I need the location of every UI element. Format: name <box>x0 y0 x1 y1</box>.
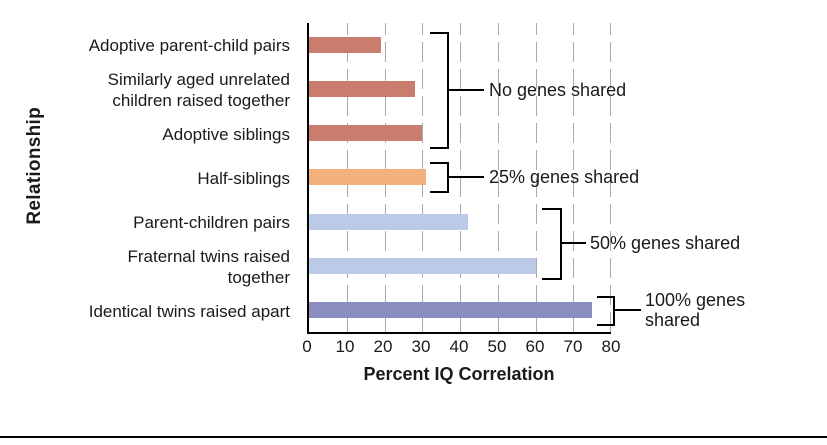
annotation-50-genes-shared: 50% genes shared <box>590 233 741 253</box>
bar-row <box>309 155 611 199</box>
x-tick-70: 70 <box>563 337 583 356</box>
bar-adoptive-parent-child-pairs <box>309 37 381 54</box>
category-label-similarly-aged-unrelated-children: Similarly aged unrelated children raised… <box>107 69 290 110</box>
bar-row <box>309 200 611 244</box>
x-tick-30: 30 <box>411 337 431 356</box>
bracket-no-genes-shared <box>430 32 449 149</box>
category-label-adoptive-siblings: Adoptive siblings <box>162 124 290 144</box>
gridline-60 <box>535 23 537 332</box>
bar-half-siblings <box>309 169 427 186</box>
x-tick-40: 40 <box>449 337 469 356</box>
x-tick-20: 20 <box>373 337 393 356</box>
category-label-fraternal-twins-raised-together: Fraternal twins raised together <box>127 247 290 288</box>
bar-parent-children-pairs <box>309 213 468 230</box>
category-label-identical-twins-raised-apart: Identical twins raised apart <box>88 302 290 322</box>
bracket-100-genes-shared <box>597 296 615 326</box>
bar-fraternal-twins-raised-together <box>309 257 536 274</box>
bar-similarly-aged-unrelated-children <box>309 81 415 98</box>
bracket-50-genes-shared <box>542 208 562 280</box>
category-label-adoptive-parent-child-pairs: Adoptive parent-child pairs <box>88 35 290 55</box>
bar-identical-twins-raised-apart <box>309 301 593 318</box>
category-label-half-siblings: Half-siblings <box>197 168 290 188</box>
x-tick-80: 80 <box>601 337 621 356</box>
bar-row <box>309 23 611 67</box>
bar-rows <box>309 23 611 332</box>
annotation-no-genes-shared: No genes shared <box>489 80 627 100</box>
gridline-70 <box>573 23 575 332</box>
x-axis-tick-labels: 0 10 20 30 40 50 60 70 80 <box>302 337 620 357</box>
bar-adoptive-siblings <box>309 125 423 142</box>
bracket-connector-no-genes-shared <box>449 89 484 91</box>
annotation-100-genes-shared: 100% genes shared <box>645 290 746 330</box>
bar-row <box>309 288 611 332</box>
bar-row <box>309 67 611 111</box>
bracket-connector-50-genes-shared <box>562 242 586 244</box>
category-label-parent-children-pairs: Parent-children pairs <box>133 213 290 233</box>
y-axis-category-labels: Adoptive parent-child pairs Similarly ag… <box>0 23 298 334</box>
plot-area <box>307 23 612 334</box>
x-tick-50: 50 <box>487 337 507 356</box>
bracket-connector-100-genes-shared <box>615 309 641 311</box>
annotation-25-genes-shared: 25% genes shared <box>489 167 640 187</box>
bracket-25-genes-shared <box>430 162 449 193</box>
x-tick-10: 10 <box>335 337 355 356</box>
gridline-50 <box>497 23 499 332</box>
x-tick-0: 0 <box>302 337 312 356</box>
bracket-connector-25-genes-shared <box>449 176 484 178</box>
x-axis-title: Percent IQ Correlation <box>363 364 555 384</box>
page-bottom-rule <box>0 436 827 438</box>
x-tick-60: 60 <box>525 337 545 356</box>
gridline-80 <box>610 23 612 332</box>
bar-row <box>309 244 611 288</box>
bar-row <box>309 111 611 155</box>
